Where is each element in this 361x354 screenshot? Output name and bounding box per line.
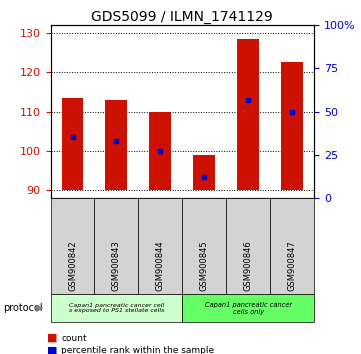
Text: Capan1 pancreatic cancer cell
s exposed to PS1 stellate cells: Capan1 pancreatic cancer cell s exposed …: [69, 303, 164, 313]
Text: GSM900846: GSM900846: [244, 240, 253, 291]
Text: protocol: protocol: [4, 303, 43, 313]
Text: ▶: ▶: [36, 303, 44, 313]
Bar: [182, 198, 226, 294]
Bar: [51, 198, 95, 294]
Text: GSM900844: GSM900844: [156, 240, 165, 291]
Text: Capan1 pancreatic cancer
cells only: Capan1 pancreatic cancer cells only: [205, 301, 292, 315]
Text: ■: ■: [47, 333, 57, 343]
Bar: [149, 112, 171, 190]
Bar: [182, 294, 314, 322]
Text: GSM900842: GSM900842: [68, 240, 77, 291]
Text: count: count: [61, 333, 87, 343]
Bar: [61, 98, 83, 190]
Text: ■: ■: [47, 346, 57, 354]
Bar: [95, 198, 138, 294]
Text: GSM900843: GSM900843: [112, 240, 121, 291]
Bar: [270, 198, 314, 294]
Bar: [193, 155, 215, 190]
Text: percentile rank within the sample: percentile rank within the sample: [61, 346, 214, 354]
Bar: [51, 294, 182, 322]
Title: GDS5099 / ILMN_1741129: GDS5099 / ILMN_1741129: [91, 10, 273, 24]
Bar: [281, 62, 303, 190]
Text: GSM900847: GSM900847: [288, 240, 297, 291]
Bar: [226, 198, 270, 294]
Text: GSM900845: GSM900845: [200, 240, 209, 291]
Bar: [105, 100, 127, 190]
Bar: [138, 198, 182, 294]
Bar: [237, 39, 259, 190]
